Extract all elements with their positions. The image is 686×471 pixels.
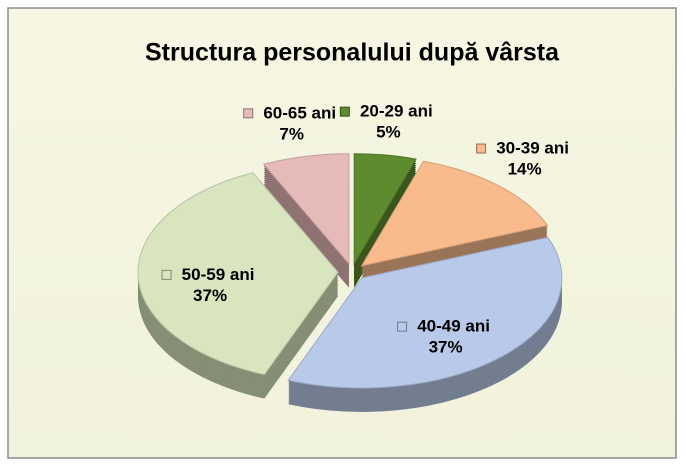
- data-label-value: 5%: [376, 123, 401, 142]
- legend-key: [397, 321, 408, 332]
- data-label-value: 37%: [193, 286, 227, 305]
- data-label-value: 7%: [279, 124, 304, 143]
- slice: [137, 172, 339, 376]
- slice: [353, 153, 417, 266]
- chart-title: Structura personalului după vârsta: [145, 39, 560, 67]
- data-label-value: 37%: [429, 338, 463, 357]
- data-label-category: 60-65 ani: [263, 103, 336, 122]
- legend-key: [161, 269, 172, 280]
- data-label-category: 30-39 ani: [496, 139, 569, 158]
- data-label-category: 40-49 ani: [417, 317, 490, 336]
- legend-key: [339, 106, 350, 117]
- legend-key: [243, 108, 254, 119]
- slice: [287, 236, 563, 389]
- legend-key: [476, 143, 487, 154]
- data-label-category: 50-59 ani: [182, 265, 255, 284]
- data-label-category: 20-29 ani: [360, 102, 433, 121]
- slice: [262, 153, 350, 266]
- slice: [360, 160, 549, 267]
- data-label-value: 14%: [508, 160, 542, 179]
